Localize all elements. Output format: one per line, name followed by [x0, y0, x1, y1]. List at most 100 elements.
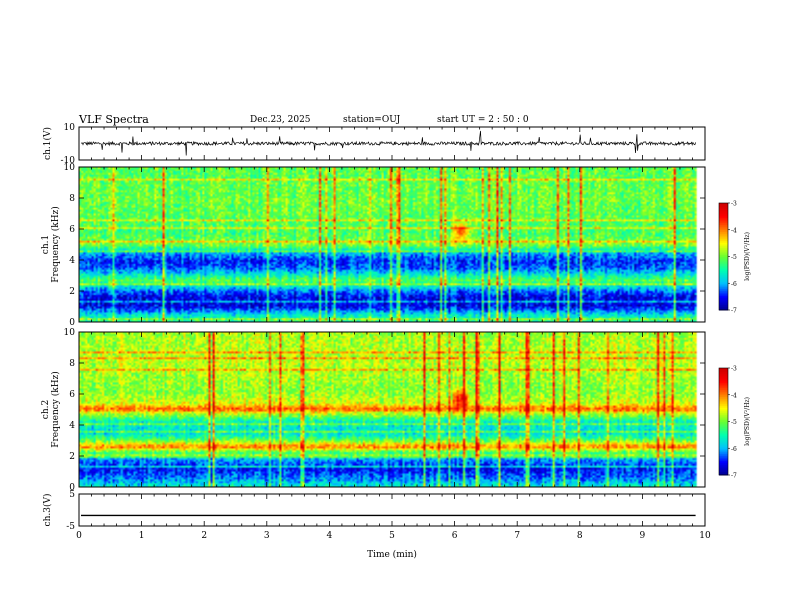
colorbar-swatch [719, 458, 728, 462]
colorbar-swatch [719, 369, 728, 373]
colorbar-swatch [719, 231, 728, 234]
chart-title: VLF Spectra [79, 113, 149, 126]
colorbar-ch.1: -3 -4 -5 -6 -7 log(PSD)(V²/Hz) [718, 201, 751, 315]
colorbar-swatch [719, 251, 728, 254]
colorbar-swatch [719, 242, 728, 245]
colorbar-swatch [719, 430, 728, 433]
colorbar-swatch [719, 277, 728, 281]
colorbar-swatch [719, 387, 728, 390]
ch3-waveform: 5 -5 ch.3(V) [42, 490, 706, 532]
x-tick-label: 6 [452, 531, 458, 541]
y-tick-label: 5 [69, 490, 75, 500]
colorbar-swatch [719, 279, 728, 282]
y-tick-label: 8 [69, 359, 75, 369]
colorbar-swatch [719, 222, 728, 225]
colorbar-swatch [719, 400, 728, 403]
ch2-spectrogram: 0 2 4 6 8 10 ch.2 Frequency (kHz) [41, 328, 706, 493]
colorbar-label: log(PSD)(V²/Hz) [744, 397, 751, 446]
x-tick-label: 4 [327, 531, 333, 541]
colorbar-swatch [719, 382, 728, 385]
colorbar-swatch [719, 206, 728, 209]
panel-frame [78, 493, 706, 527]
colorbar-swatch [719, 473, 728, 476]
date-label: Dec.23, 2025 [250, 115, 311, 125]
colorbar-swatch [719, 252, 728, 256]
colorbar-swatch [719, 453, 728, 456]
x-ticks-panel-3: 0 1 2 3 4 5 6 7 8 9 10 [76, 494, 711, 541]
colorbar-swatch [719, 428, 728, 431]
colorbar-swatch [719, 423, 728, 426]
colorbar-tick-label: -7 [731, 308, 737, 315]
y-tick-label: 2 [69, 287, 75, 297]
colorbar-swatch [719, 442, 728, 446]
colorbar-swatch [719, 236, 728, 240]
colorbar-swatch [719, 416, 728, 419]
colorbar-swatch [719, 410, 728, 414]
colorbar-swatch [719, 290, 728, 293]
x-tick-label: 0 [76, 531, 82, 541]
y-axis-label: Frequency (kHz) [50, 371, 61, 448]
ch1-waveform: 10 -10 ch.1(V) [42, 123, 706, 166]
x-ticks-panel-2 [78, 332, 706, 487]
colorbar-swatch [719, 272, 728, 275]
x-ticks-panel-1 [78, 167, 706, 322]
colorbar-swatch [719, 267, 728, 270]
colorbar-tick-label: -4 [731, 227, 737, 234]
colorbar-swatch [719, 203, 728, 206]
colorbar-swatch [719, 414, 728, 417]
y-tick-label: 4 [69, 421, 75, 431]
colorbar-swatch [719, 254, 728, 257]
x-tick-label: 10 [699, 531, 711, 541]
colorbar-swatch [719, 439, 728, 442]
colorbar-swatch [719, 460, 728, 464]
x-tick-label: 1 [139, 531, 145, 541]
colorbar-swatch [719, 276, 728, 279]
colorbar-swatch [719, 265, 728, 268]
colorbar-swatch [719, 281, 728, 284]
colorbar-swatch [719, 204, 728, 208]
colorbar-swatch [719, 288, 728, 291]
colorbar-swatch [719, 384, 728, 387]
colorbar-swatch [719, 368, 728, 371]
colorbar-ch.2: -3 -4 -5 -6 -7 log(PSD)(V²/Hz) [718, 366, 751, 480]
colorbar-swatch [719, 304, 728, 307]
colorbar-swatch [719, 466, 728, 469]
y-axis-label: Frequency (kHz) [50, 206, 61, 283]
colorbar-swatch [719, 308, 728, 311]
colorbar-swatch [719, 244, 728, 247]
colorbar-swatch [719, 441, 728, 444]
colorbar-swatch [719, 302, 728, 306]
colorbar-swatch [719, 469, 728, 472]
y-tick-label: 0 [69, 318, 75, 328]
colorbar-swatch [719, 396, 728, 399]
colorbar-swatch [719, 373, 728, 376]
colorbar-swatch [719, 258, 728, 261]
colorbar-swatch [719, 208, 728, 211]
colorbar-swatch [719, 450, 728, 453]
x-tick-label: 5 [389, 531, 395, 541]
x-axis-label: Time (min) [367, 549, 417, 560]
colorbar-tick-label: -3 [731, 366, 737, 373]
x-tick-label: 8 [577, 531, 583, 541]
y-axis-label: ch.3(V) [42, 494, 53, 527]
colorbar-swatch [719, 444, 728, 447]
colorbar-swatch [719, 247, 728, 250]
y-tick-label: -5 [66, 522, 75, 532]
colorbar-swatch [719, 286, 728, 290]
colorbar-swatch [719, 240, 728, 243]
y-tick-label: 10 [64, 163, 76, 173]
y-tick-label: 10 [64, 328, 76, 338]
colorbar-tick-label: -6 [731, 281, 737, 288]
spectrogram-image [79, 332, 705, 487]
colorbar-swatch [719, 260, 728, 263]
colorbar-swatch [719, 451, 728, 455]
colorbar-swatch [719, 425, 728, 428]
colorbar-swatch [719, 235, 728, 238]
colorbar-swatch [719, 407, 728, 410]
colorbar-swatch [719, 297, 728, 300]
station-label: station=OUJ [343, 115, 401, 125]
colorbar-swatch [719, 467, 728, 471]
colorbar-swatch [719, 238, 728, 241]
x-tick-label: 7 [514, 531, 520, 541]
